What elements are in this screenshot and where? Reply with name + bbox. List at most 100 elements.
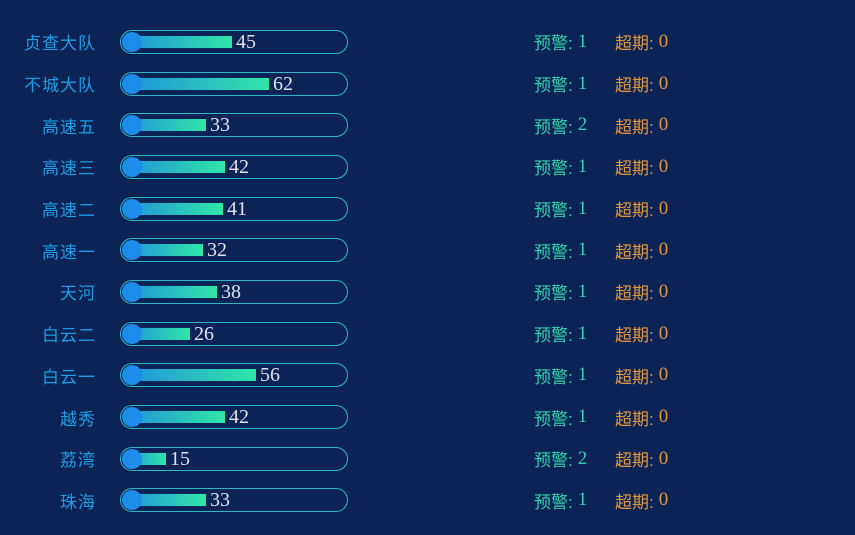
overdue-label: 超期: bbox=[615, 284, 654, 304]
department-row: 白云一 56 预警: 1 超期: 0 bbox=[0, 355, 855, 397]
progress-value: 33 bbox=[210, 114, 230, 137]
warning-count: 1 bbox=[577, 322, 588, 344]
overdue-count: 0 bbox=[658, 447, 669, 469]
department-row: 高速三 42 预警: 1 超期: 0 bbox=[0, 146, 855, 188]
progress-value: 56 bbox=[260, 364, 280, 387]
overdue-label: 超期: bbox=[615, 326, 654, 346]
progress-bar-fill bbox=[123, 369, 256, 382]
department-row: 白云二 26 预警: 1 超期: 0 bbox=[0, 313, 855, 355]
overdue-label: 超期: bbox=[615, 367, 654, 387]
department-label: 白云二 bbox=[42, 326, 96, 346]
progress-bar-track: 41 bbox=[120, 196, 348, 221]
warning-label: 预警: bbox=[534, 492, 573, 512]
progress-value: 33 bbox=[210, 489, 230, 512]
department-row: 不城大队 62 预警: 1 超期: 0 bbox=[0, 63, 855, 105]
warning-count: 1 bbox=[577, 239, 588, 261]
progress-bar-cap-icon bbox=[122, 281, 142, 302]
warning-stat: 预警: 1 bbox=[534, 188, 587, 230]
progress-value: 15 bbox=[170, 447, 190, 470]
department-row: 高速五 33 预警: 2 超期: 0 bbox=[0, 104, 855, 146]
warning-stat: 预警: 1 bbox=[534, 21, 587, 63]
overdue-count: 0 bbox=[658, 72, 669, 94]
department-row: 贞查大队 45 预警: 1 超期: 0 bbox=[0, 21, 855, 63]
department-label: 高速二 bbox=[42, 201, 96, 221]
department-label: 白云一 bbox=[42, 367, 96, 387]
warning-stat: 预警: 2 bbox=[534, 438, 587, 480]
progress-value: 41 bbox=[227, 197, 247, 220]
warning-label: 预警: bbox=[534, 201, 573, 221]
warning-label: 预警: bbox=[534, 159, 573, 179]
overdue-count: 0 bbox=[658, 280, 669, 302]
department-label: 越秀 bbox=[60, 409, 96, 429]
warning-label: 预警: bbox=[534, 451, 573, 471]
overdue-label: 超期: bbox=[615, 117, 654, 137]
progress-bar-fill bbox=[123, 411, 225, 424]
warning-label: 预警: bbox=[534, 284, 573, 304]
department-label: 高速一 bbox=[42, 242, 96, 262]
warning-count: 1 bbox=[577, 155, 588, 177]
warning-stat: 预警: 1 bbox=[534, 396, 587, 438]
progress-bar-fill bbox=[123, 202, 223, 215]
progress-bar-fill bbox=[123, 119, 206, 132]
overdue-count: 0 bbox=[658, 114, 669, 136]
progress-bar-track: 26 bbox=[120, 321, 348, 346]
warning-stat: 预警: 1 bbox=[534, 313, 587, 355]
progress-value: 42 bbox=[229, 155, 249, 178]
warning-count: 2 bbox=[577, 447, 588, 469]
progress-bar-cap-icon bbox=[122, 31, 142, 52]
warning-count: 1 bbox=[577, 280, 588, 302]
warning-count: 1 bbox=[577, 406, 588, 428]
overdue-stat: 超期: 0 bbox=[615, 104, 668, 146]
warning-stat: 预警: 1 bbox=[534, 146, 587, 188]
department-label: 高速五 bbox=[42, 117, 96, 137]
overdue-stat: 超期: 0 bbox=[615, 146, 668, 188]
warning-count: 1 bbox=[577, 489, 588, 511]
warning-label: 预警: bbox=[534, 367, 573, 387]
overdue-stat: 超期: 0 bbox=[615, 188, 668, 230]
warning-count: 1 bbox=[577, 197, 588, 219]
department-row: 珠海 33 预警: 1 超期: 0 bbox=[0, 480, 855, 522]
overdue-stat: 超期: 0 bbox=[615, 396, 668, 438]
progress-bar-track: 32 bbox=[120, 238, 348, 263]
warning-count: 1 bbox=[577, 72, 588, 94]
overdue-stat: 超期: 0 bbox=[615, 271, 668, 313]
progress-bar-track: 45 bbox=[120, 29, 348, 54]
progress-bar-fill bbox=[123, 285, 217, 298]
overdue-count: 0 bbox=[658, 489, 669, 511]
warning-count: 1 bbox=[577, 30, 588, 52]
progress-bar-cap-icon bbox=[122, 407, 142, 428]
warning-stat: 预警: 2 bbox=[534, 104, 587, 146]
warning-stat: 预警: 1 bbox=[534, 229, 587, 271]
overdue-stat: 超期: 0 bbox=[615, 21, 668, 63]
department-row: 高速一 32 预警: 1 超期: 0 bbox=[0, 229, 855, 271]
department-label: 荔湾 bbox=[60, 451, 96, 471]
overdue-count: 0 bbox=[658, 197, 669, 219]
overdue-stat: 超期: 0 bbox=[615, 313, 668, 355]
progress-bar-cap-icon bbox=[122, 490, 142, 511]
progress-bar-cap-icon bbox=[122, 365, 142, 386]
progress-bar-track: 62 bbox=[120, 71, 348, 96]
overdue-label: 超期: bbox=[615, 159, 654, 179]
overdue-count: 0 bbox=[658, 155, 669, 177]
progress-bar-track: 15 bbox=[120, 446, 348, 471]
progress-bar-track: 42 bbox=[120, 154, 348, 179]
progress-bar-cap-icon bbox=[122, 115, 142, 136]
progress-value: 62 bbox=[273, 72, 293, 95]
department-label: 珠海 bbox=[60, 492, 96, 512]
department-label: 高速三 bbox=[42, 159, 96, 179]
overdue-label: 超期: bbox=[615, 492, 654, 512]
warning-count: 2 bbox=[577, 114, 588, 136]
warning-stat: 预警: 1 bbox=[534, 480, 587, 522]
progress-bar-track: 56 bbox=[120, 363, 348, 388]
overdue-label: 超期: bbox=[615, 34, 654, 54]
progress-bar-cap-icon bbox=[122, 323, 142, 344]
overdue-count: 0 bbox=[658, 364, 669, 386]
progress-bar-cap-icon bbox=[122, 73, 142, 94]
overdue-count: 0 bbox=[658, 322, 669, 344]
progress-bar-cap-icon bbox=[122, 240, 142, 261]
progress-bar-fill bbox=[123, 244, 203, 257]
overdue-label: 超期: bbox=[615, 409, 654, 429]
overdue-label: 超期: bbox=[615, 76, 654, 96]
overdue-label: 超期: bbox=[615, 242, 654, 262]
